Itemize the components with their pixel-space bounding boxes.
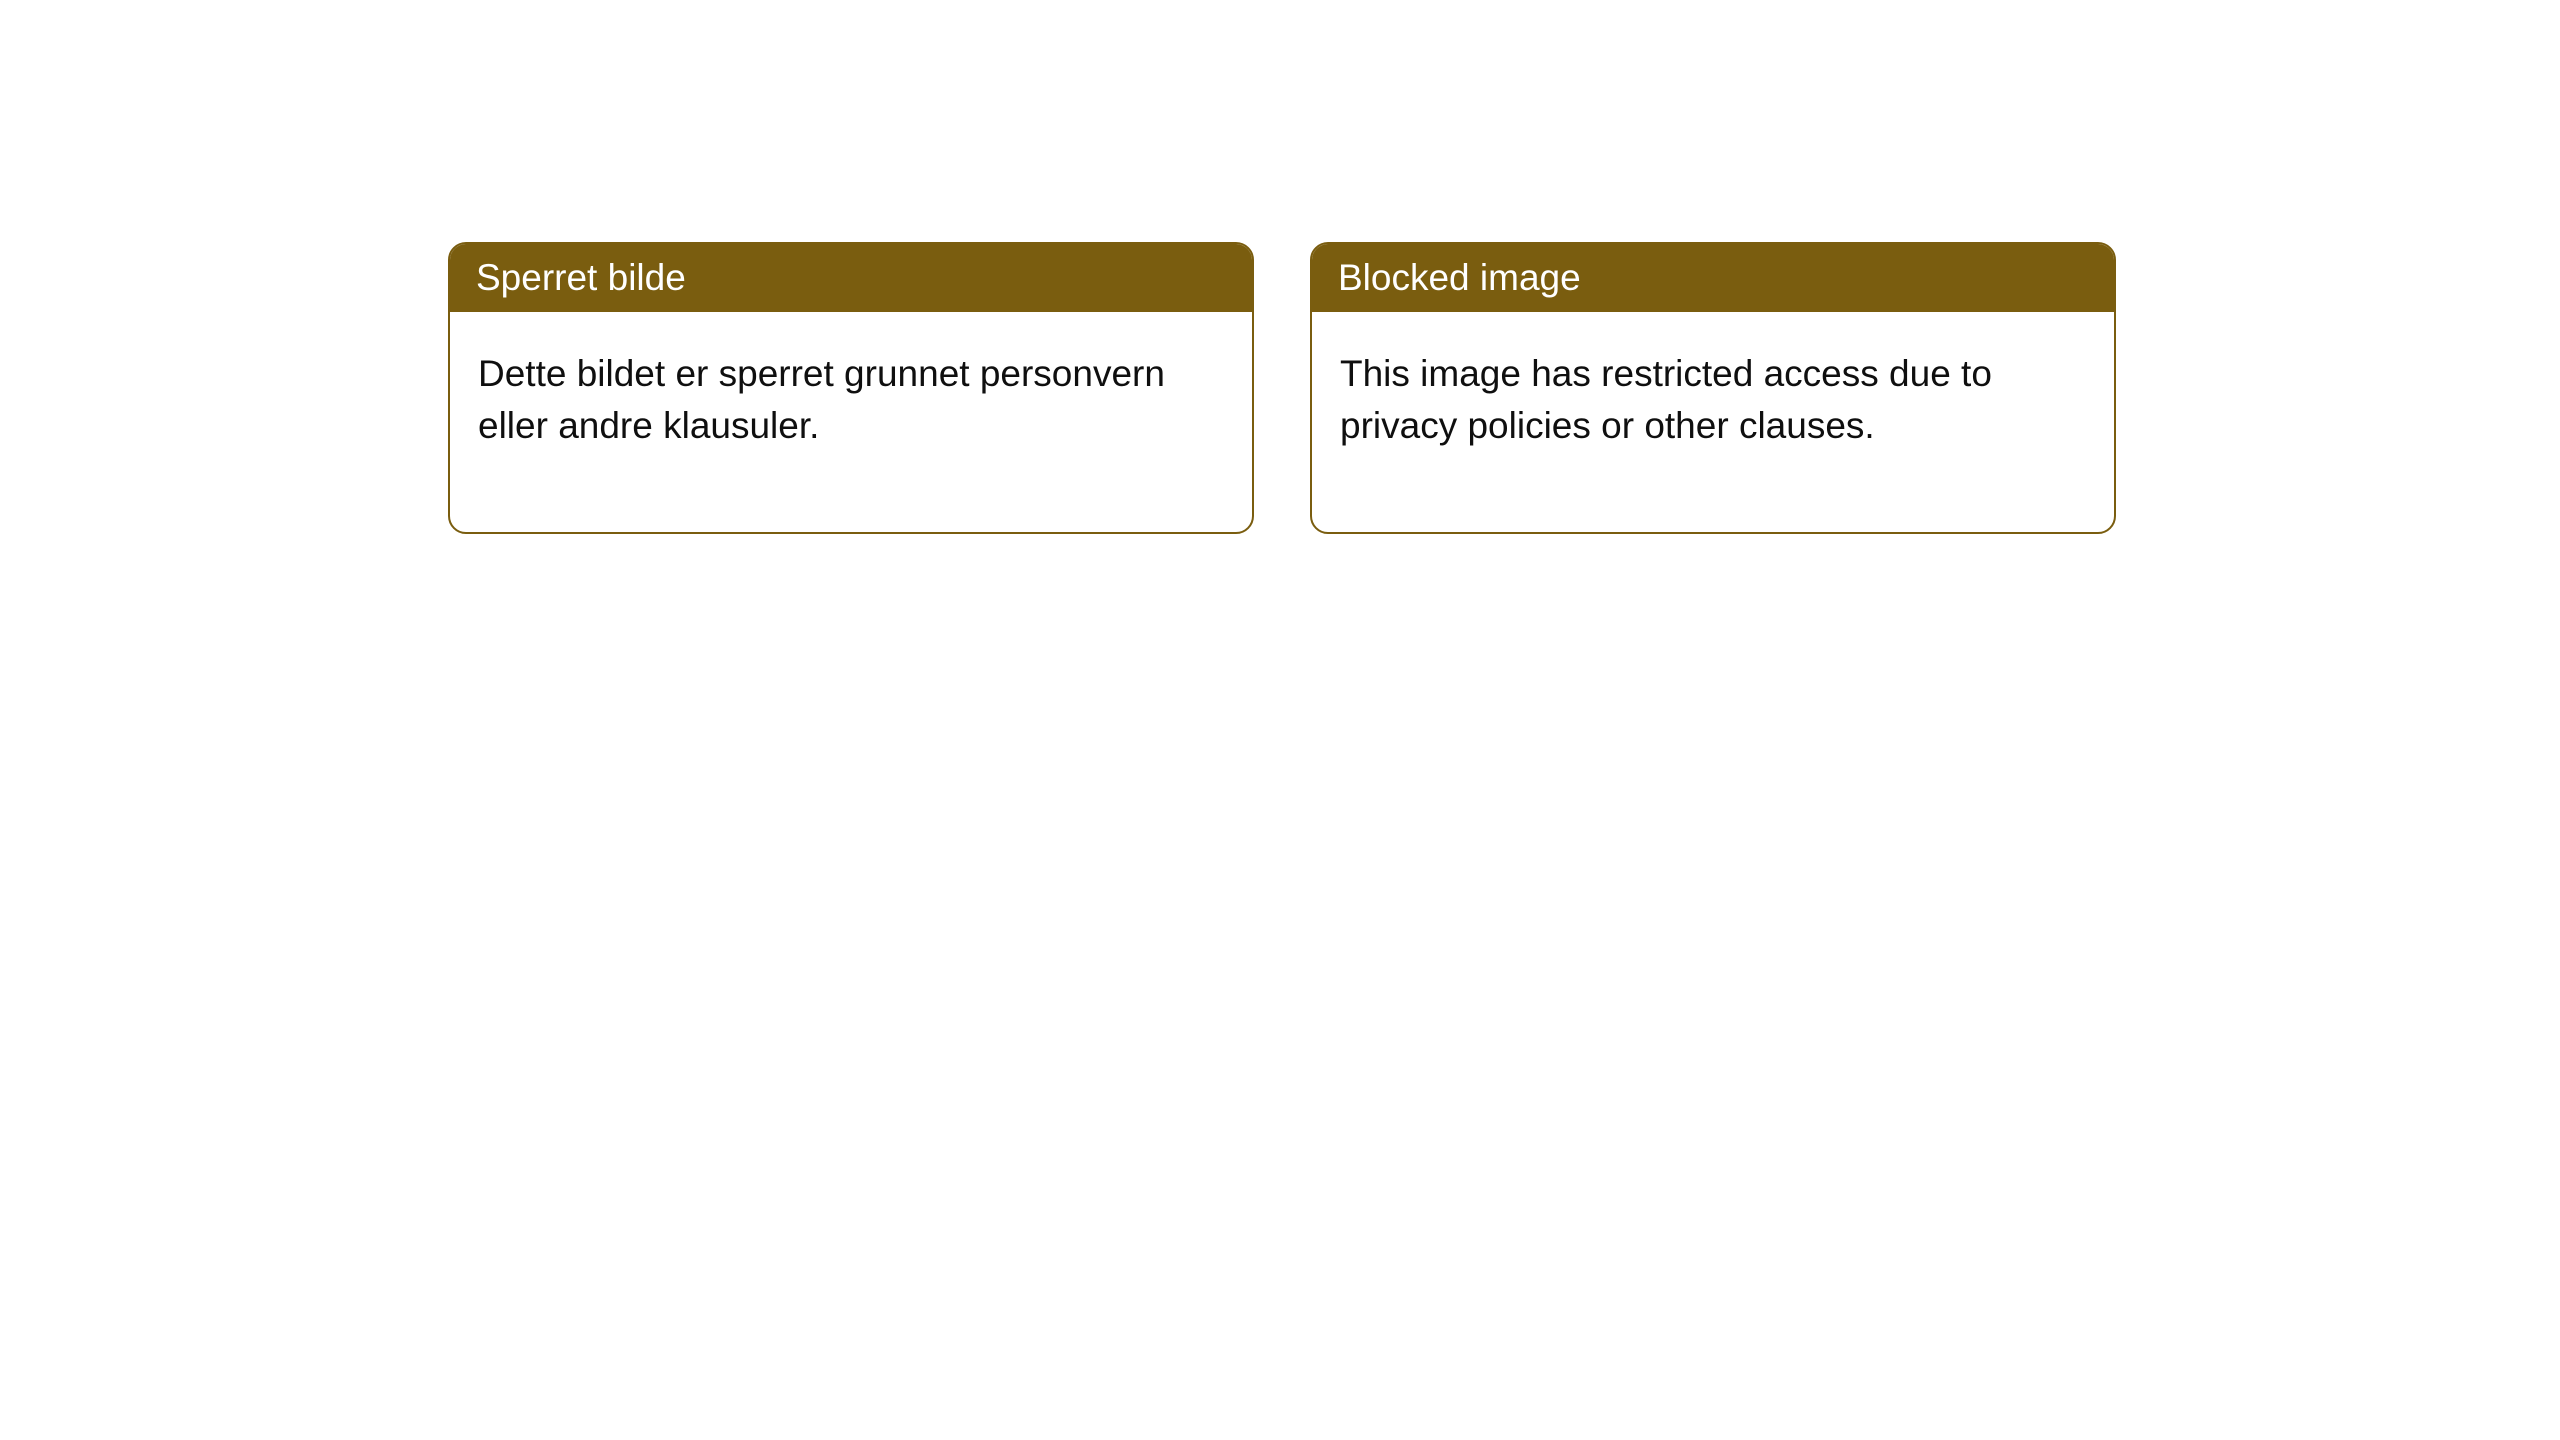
notice-card-english: Blocked image This image has restricted …: [1310, 242, 2116, 534]
notice-header: Sperret bilde: [450, 244, 1252, 312]
notice-body-text: This image has restricted access due to …: [1340, 353, 1992, 446]
notice-title: Blocked image: [1338, 257, 1581, 298]
notice-header: Blocked image: [1312, 244, 2114, 312]
notice-container: Sperret bilde Dette bildet er sperret gr…: [448, 242, 2560, 534]
notice-body: This image has restricted access due to …: [1312, 312, 2114, 532]
notice-card-norwegian: Sperret bilde Dette bildet er sperret gr…: [448, 242, 1254, 534]
notice-title: Sperret bilde: [476, 257, 686, 298]
notice-body-text: Dette bildet er sperret grunnet personve…: [478, 353, 1165, 446]
notice-body: Dette bildet er sperret grunnet personve…: [450, 312, 1252, 532]
